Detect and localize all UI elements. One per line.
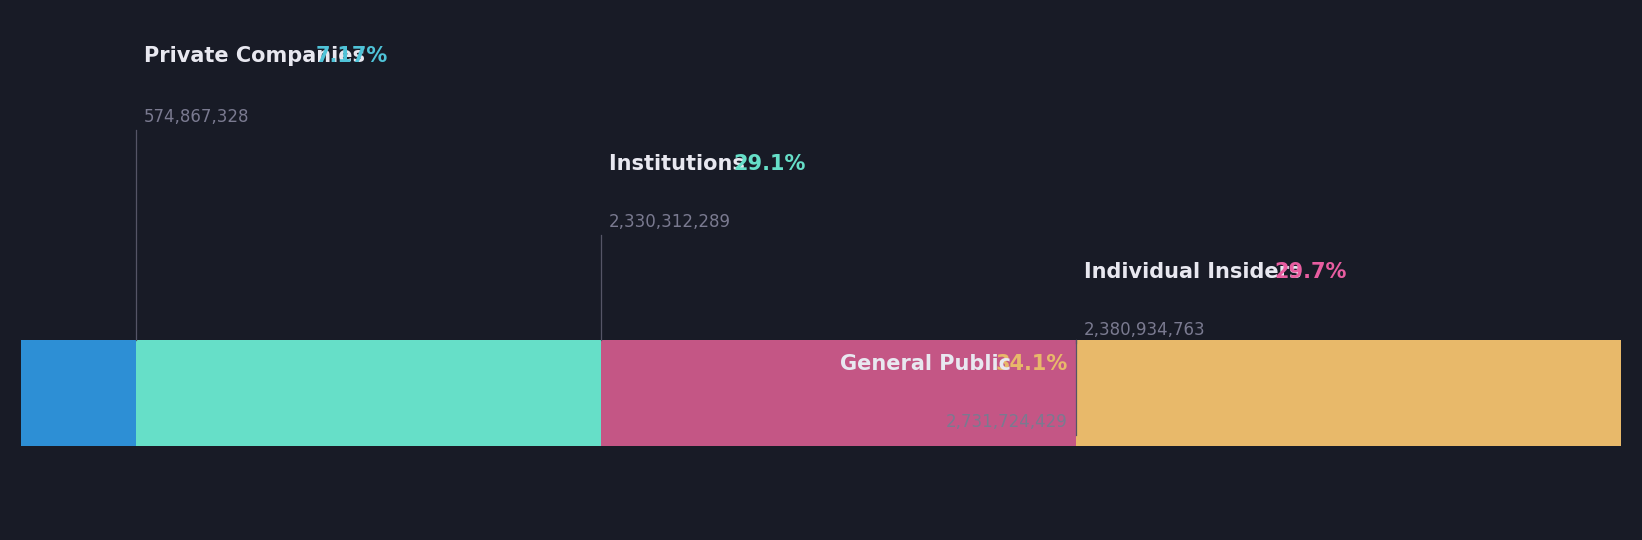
Text: 2,731,724,429: 2,731,724,429 xyxy=(946,413,1067,431)
Text: Individual Insiders: Individual Insiders xyxy=(1084,262,1309,282)
Text: 34.1%: 34.1% xyxy=(995,354,1067,374)
Bar xyxy=(136,340,601,445)
Text: 29.1%: 29.1% xyxy=(732,154,806,174)
Text: 574,867,328: 574,867,328 xyxy=(144,108,250,126)
Text: 29.7%: 29.7% xyxy=(1274,262,1346,282)
Text: 2,330,312,289: 2,330,312,289 xyxy=(609,213,731,231)
Text: General Public: General Public xyxy=(841,354,1018,374)
Text: Institutions: Institutions xyxy=(609,154,752,174)
Bar xyxy=(601,340,1076,445)
Text: 7.17%: 7.17% xyxy=(315,46,388,66)
Bar xyxy=(1076,340,1621,445)
Text: 2,380,934,763: 2,380,934,763 xyxy=(1084,321,1205,339)
Bar xyxy=(21,340,136,445)
Text: Private Companies: Private Companies xyxy=(144,46,373,66)
